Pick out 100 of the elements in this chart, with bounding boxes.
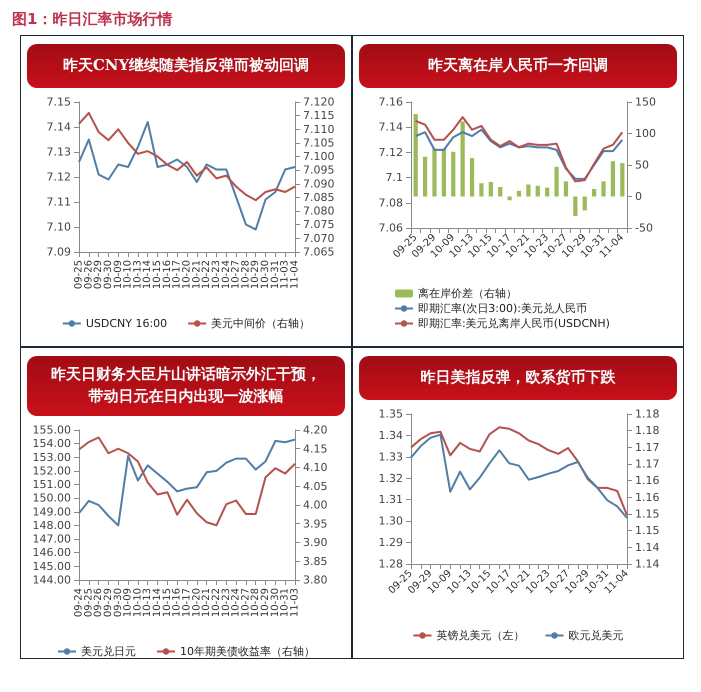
y-tick-label: 150.00 (32, 491, 71, 504)
line-series (414, 128, 624, 180)
legend-label: 欧元兑美元 (568, 629, 624, 642)
x-tick-label: 09-25 (83, 588, 94, 617)
y2-tick-label: 3.95 (303, 516, 328, 530)
y-tick-label: 7.08 (378, 196, 403, 210)
x-tick-label: 10-24 (230, 588, 242, 617)
x-tick-label: 10-10 (122, 260, 134, 290)
bar (554, 166, 559, 196)
x-tick-label: 10-20 (191, 588, 202, 617)
bar (564, 181, 568, 196)
y-tick-label: 153.00 (32, 450, 71, 464)
y2-tick-label: 7.105 (303, 136, 334, 150)
y-tick-label: 7.16 (378, 96, 403, 108)
y-tick-label: 151.00 (32, 478, 71, 491)
x-tick-label: 11-03 (280, 260, 291, 290)
x-tick-label: 11-04 (290, 260, 300, 290)
x-tick-label: 09-30 (112, 588, 124, 617)
x-tick-label: 10-16 (172, 588, 183, 617)
y-tick-label: 146.00 (32, 546, 71, 559)
x-tick-label: 10-27 (240, 588, 252, 617)
y-tick-label: 155.00 (32, 423, 71, 436)
y2-tick-label: 1.15 (635, 524, 660, 538)
y2-tick-label: 1.18 (635, 424, 660, 438)
x-tick-label: 10-13 (142, 588, 154, 617)
y-tick-label: 1.34 (378, 428, 403, 442)
x-tick-label: 10-09 (112, 260, 124, 290)
bar (545, 188, 550, 196)
y-tick-label: 7.10 (46, 220, 71, 234)
bar (488, 182, 493, 196)
x-tick-label: 10-09 (122, 588, 134, 617)
chart-title: 昨天CNY继续随美指反弹而被动回调 (27, 44, 345, 88)
bar (470, 158, 474, 196)
bar (573, 196, 578, 216)
y2-tick-label: 7.090 (303, 177, 334, 190)
x-tick-label: 10-22 (201, 260, 212, 290)
y-tick-label: 1.31 (378, 493, 403, 506)
y2-tick-label: 50 (635, 158, 649, 172)
x-tick-label: 09-25 (74, 260, 84, 290)
y2-tick-label: 7.085 (303, 190, 334, 204)
x-tick-label: 10-17 (172, 260, 183, 290)
y-tick-label: 7.15 (46, 96, 71, 108)
bar (414, 114, 418, 196)
y2-tick-label: 1.16 (635, 474, 660, 488)
x-tick-label: 10-22 (210, 588, 222, 617)
x-tick-label: 10-10 (132, 588, 144, 617)
y-tick-label: 7.14 (378, 120, 403, 134)
bar (610, 161, 616, 196)
x-tick-label: 10-30 (270, 588, 281, 617)
y2-tick-label: 1.17 (635, 440, 660, 454)
x-tick-label: 10-29 (250, 260, 262, 290)
x-tick-label: 10-20 (182, 260, 192, 290)
y-tick-label: 7.12 (46, 170, 71, 184)
bar (516, 190, 522, 196)
bar (601, 181, 606, 196)
y2-tick-label: 7.095 (303, 164, 334, 177)
y-tick-label: 154.00 (32, 436, 71, 450)
y2-tick-label: 7.070 (303, 232, 334, 245)
line-series (78, 112, 296, 202)
y-tick-label: 152.00 (32, 464, 71, 477)
line-series (78, 121, 296, 230)
line-series (414, 116, 624, 182)
y2-tick-label: 1.14 (635, 558, 660, 570)
x-tick-label: 10-14 (152, 588, 164, 617)
y2-tick-label: 1.15 (635, 508, 660, 520)
bar (498, 187, 502, 196)
legend-label: 即期汇率:美元兑离岸人民币(USDCNH) (418, 317, 610, 330)
bar (507, 196, 512, 200)
y-tick-label: 1.32 (378, 472, 403, 485)
y2-tick-label: 7.110 (303, 122, 334, 136)
y-tick-label: 1.28 (378, 558, 403, 570)
bar (442, 148, 446, 196)
x-tick-label: 10-30 (260, 260, 272, 290)
y2-tick-label: 4.10 (303, 460, 328, 474)
y-tick-label: 7.12 (378, 146, 403, 159)
x-tick-label: 10-31 (270, 260, 281, 290)
bar (422, 156, 428, 196)
bar (592, 188, 596, 196)
y2-tick-label: 7.115 (303, 109, 334, 122)
x-tick-label: 10-31 (280, 588, 291, 617)
chart-title: 昨日美指反弹，欧系货币下跌 (359, 356, 677, 400)
y-tick-label: 7.09 (46, 246, 71, 258)
legend-label: 即期汇率(次日3:00):美元兑人民币 (418, 302, 587, 315)
x-tick-label: 10-16 (162, 260, 173, 290)
y2-tick-label: 3.90 (303, 536, 328, 548)
x-tick-label: 10-21 (191, 260, 202, 290)
bar (479, 183, 484, 196)
legend-label: 离在岸价差（右轴） (418, 287, 517, 300)
bar (451, 152, 456, 196)
x-tick-label: 10-17 (182, 588, 192, 617)
y2-tick-label: 4.00 (303, 498, 328, 511)
bar (460, 122, 465, 196)
y2-tick-label: 1.14 (635, 540, 660, 554)
y-tick-label: 7.11 (46, 196, 71, 208)
y2-tick-label: 7.065 (303, 246, 334, 258)
legend-label: USDCNY 16:00 (86, 317, 168, 330)
y2-tick-label: 1.16 (635, 490, 660, 504)
x-tick-label: 10-27 (230, 260, 242, 290)
y-tick-label: 7.14 (46, 120, 71, 134)
y-tick-label: 1.29 (378, 536, 403, 550)
